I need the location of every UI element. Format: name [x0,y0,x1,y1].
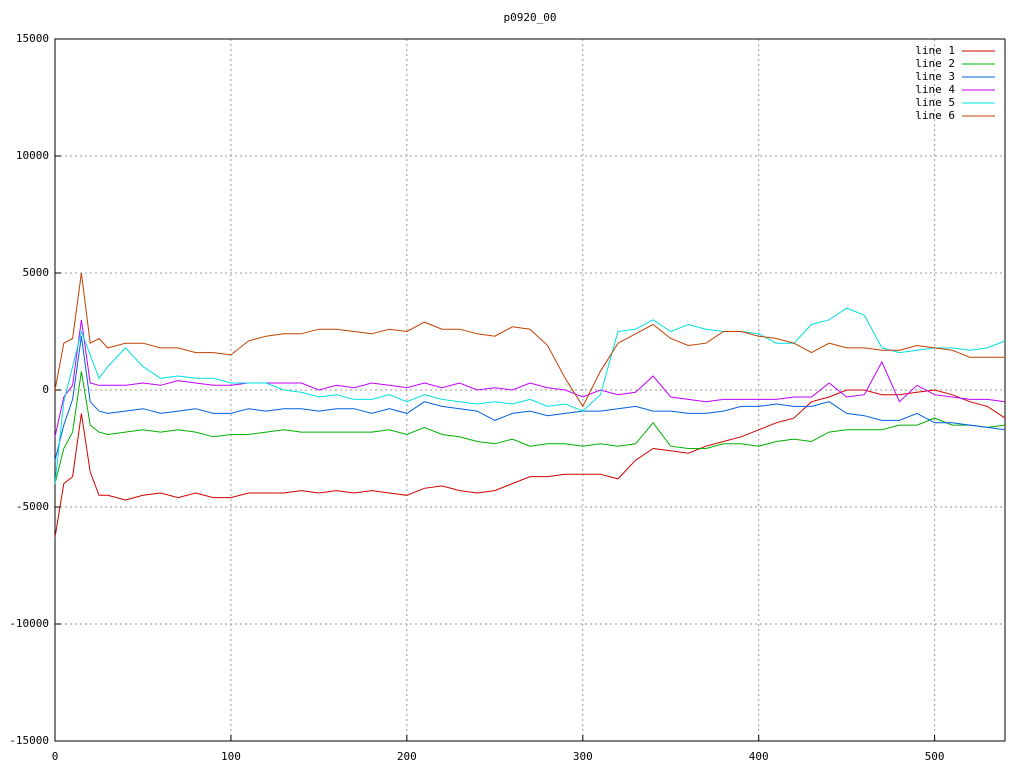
x-tick-label: 300 [573,750,593,763]
y-tick-label: 5000 [23,266,50,279]
legend-label: line 2 [915,57,955,70]
legend-label: line 3 [915,70,955,83]
y-tick-label: -15000 [9,734,49,747]
x-tick-label: 100 [221,750,241,763]
y-tick-label: -10000 [9,617,49,630]
legend-label: line 5 [915,96,955,109]
series-line [54,272,1005,408]
chart-title: p0920_00 [504,11,557,24]
legend-label: line 6 [915,109,955,122]
series-line [54,389,1006,538]
legend-label: line 4 [915,83,955,96]
series-line [54,307,1006,484]
series-line [54,319,1006,437]
x-tick-label: 200 [397,750,417,763]
x-tick-label: 400 [749,750,769,763]
x-tick-label: 500 [925,750,945,763]
y-tick-label: 15000 [16,32,49,45]
x-tick-label: 0 [52,750,59,763]
y-tick-label: 10000 [16,149,49,162]
y-tick-label: -5000 [16,500,49,513]
series-line [54,371,1006,484]
y-tick-label: 0 [42,383,49,396]
legend-label: line 1 [915,44,955,57]
series-line [54,336,1006,461]
